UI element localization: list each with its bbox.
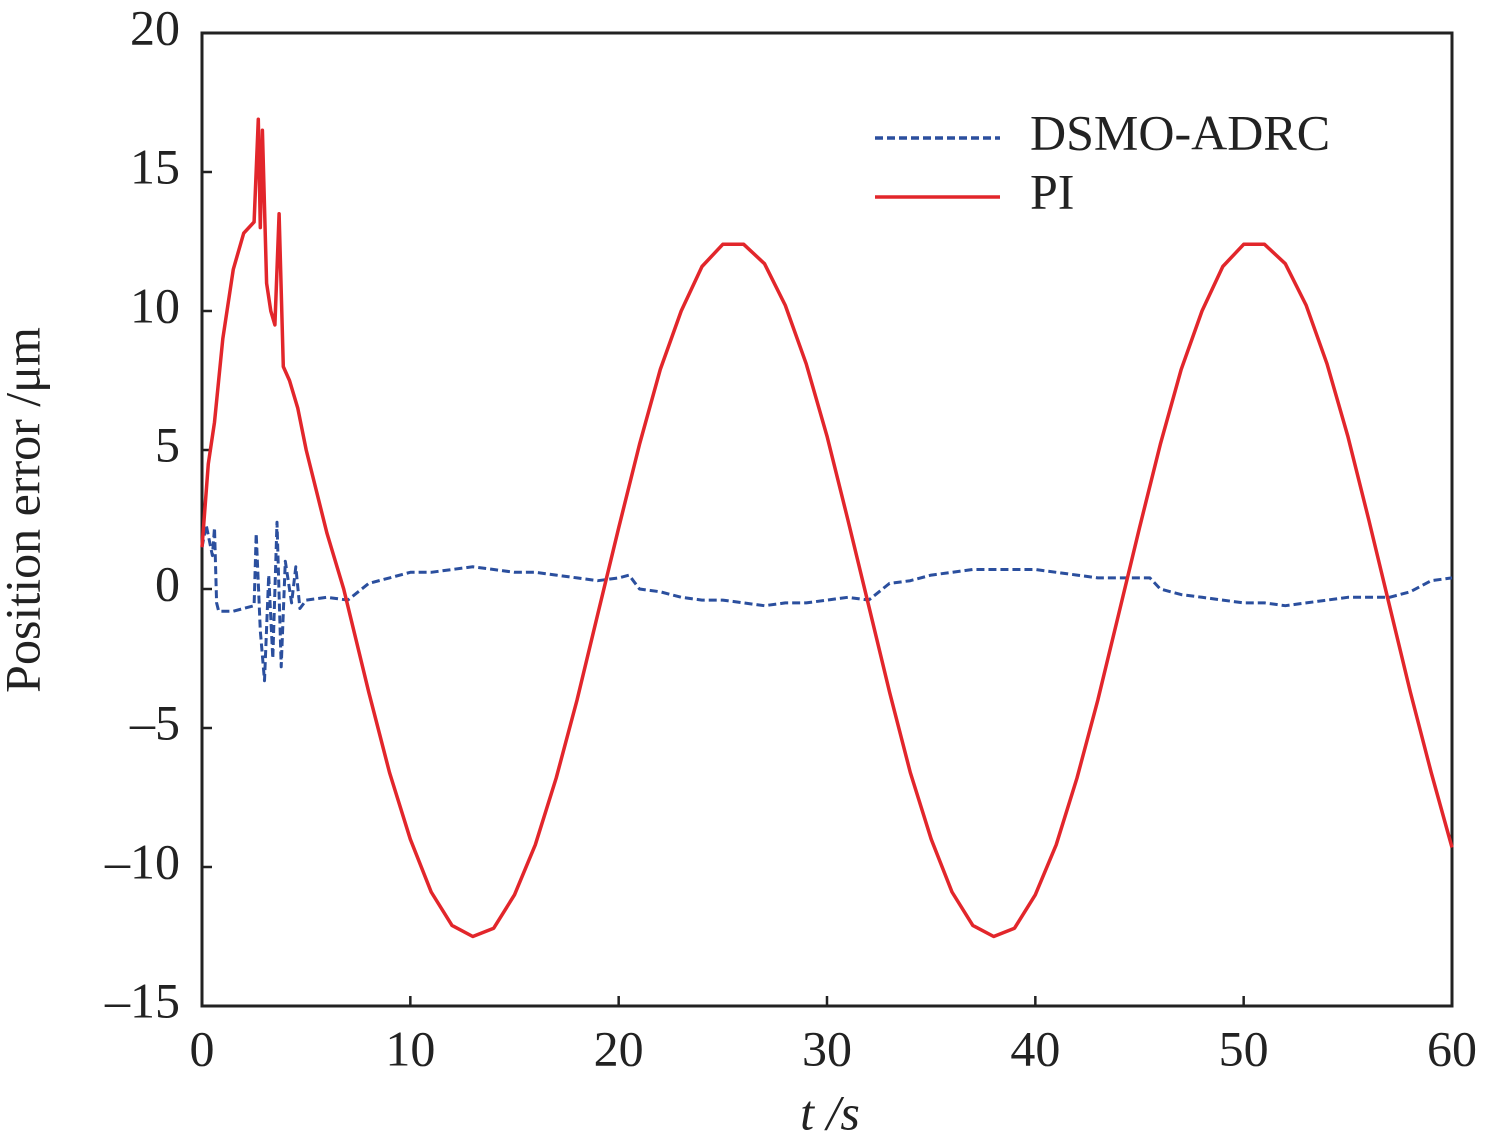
x-tick-label: 20 [594, 1020, 644, 1076]
plot-frame [200, 31, 1454, 1008]
y-tick-label: 10 [130, 277, 180, 333]
x-tick-label: 10 [385, 1020, 435, 1076]
y-tick-label: 20 [130, 0, 180, 55]
y-tick-label: –15 [104, 972, 180, 1028]
y-tick-label: –5 [129, 694, 180, 750]
y-tick-label: 15 [130, 138, 180, 194]
x-tick-label: 40 [1010, 1020, 1060, 1076]
x-tick-label: 50 [1219, 1020, 1269, 1076]
x-tick-label: 0 [190, 1020, 215, 1076]
y-tick-label: –10 [104, 833, 180, 889]
legend-label: PI [1030, 163, 1074, 219]
series-line [200, 117, 1454, 939]
series-line [200, 520, 1453, 683]
x-tick-label: 30 [802, 1020, 852, 1076]
legend-label: DSMO-ADRC [1030, 104, 1330, 160]
y-tick-label: 0 [155, 555, 180, 611]
x-tick-label: 60 [1427, 1020, 1477, 1076]
y-axis-label: Position error /μm [0, 327, 50, 693]
y-tick-label: 5 [155, 416, 180, 472]
x-axis-label: t /s [800, 1084, 860, 1140]
